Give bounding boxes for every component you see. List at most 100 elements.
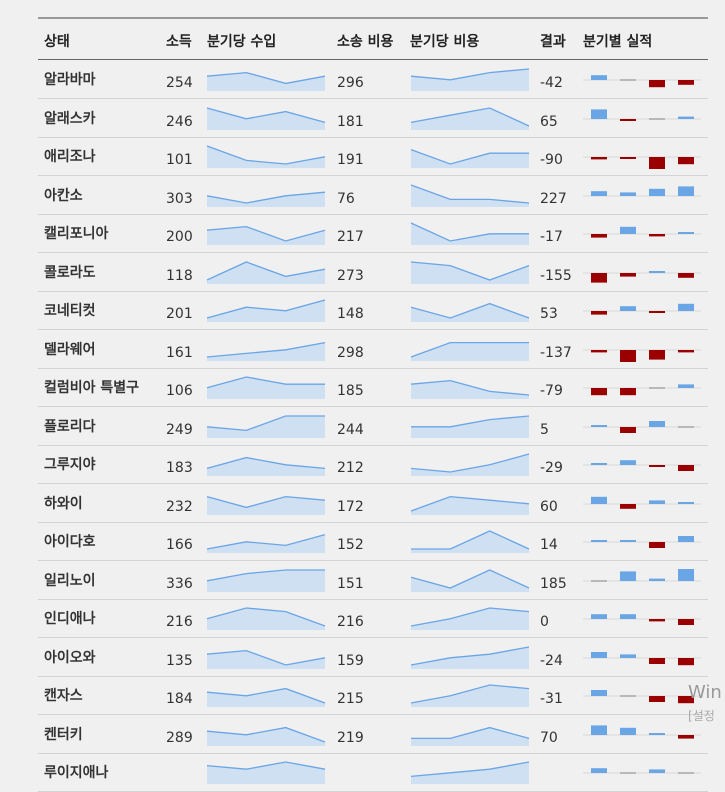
- income-sparkline-line: [206, 649, 326, 666]
- income-sparkline-area: [207, 457, 325, 476]
- cost-sparkline: [410, 260, 530, 284]
- income-value: 216: [166, 614, 193, 630]
- cost-value: 191: [337, 152, 364, 168]
- income-sparkline-line: [206, 607, 326, 627]
- header-litigation-cost: 소송 비용: [337, 34, 394, 50]
- income-sparkline-line: [206, 568, 325, 581]
- result-value: 0: [540, 614, 549, 630]
- income-value: 303: [166, 190, 193, 207]
- income-sparkline-area: [207, 727, 325, 746]
- cost-sparkline-line: [410, 222, 529, 242]
- cost-sparkline-area: [411, 69, 529, 91]
- table-row: 플로리다 249 244 5: [38, 407, 708, 446]
- performance-bars-bar-q2: [620, 695, 636, 697]
- performance-bars-bar-q1: [591, 272, 607, 283]
- cost-value: 212: [337, 460, 364, 476]
- cost-sparkline: [410, 453, 530, 476]
- income-value: 118: [166, 267, 193, 284]
- performance-bars-bar-q2: [620, 306, 636, 311]
- income-sparkline-line: [206, 456, 326, 470]
- performance-bars-bar-q1: [591, 463, 607, 465]
- income-value: 135: [166, 652, 193, 669]
- income-sparkline-line: [206, 260, 326, 281]
- performance-bars-bar-q1: [591, 614, 607, 619]
- income-sparkline-line: [206, 225, 326, 242]
- performance-bars-bar-q1: [591, 234, 607, 238]
- cost-sparkline-line: [410, 453, 530, 473]
- performance-bars: [583, 420, 701, 433]
- performance-bars-bar-q1: [591, 690, 607, 696]
- state-name: 인디애나: [44, 611, 96, 627]
- performance-bars-bar-q1: [591, 540, 607, 542]
- performance-bars-bar-q3: [649, 117, 665, 120]
- performance-bars-bar-q2: [620, 388, 636, 396]
- performance-bars-bar-q2: [620, 570, 636, 581]
- performance-bars: [583, 724, 701, 739]
- state-name: 루이지애나: [44, 765, 109, 781]
- income-value: 184: [166, 691, 193, 707]
- cost-sparkline: [410, 222, 529, 245]
- performance-bars-bar-q4: [678, 80, 694, 85]
- header-quarterly-performance: 분기별 실적: [583, 34, 653, 50]
- result-value: 60: [540, 498, 558, 515]
- state-name: 캔자스: [44, 688, 83, 704]
- performance-bars-bar-q3: [649, 578, 665, 581]
- cost-sparkline-line: [410, 684, 530, 704]
- performance-bars-bar-q1: [591, 75, 607, 80]
- performance-bars-bar-q4: [678, 232, 694, 234]
- cost-value: 148: [337, 306, 364, 322]
- cost-sparkline-line: [410, 260, 530, 281]
- performance-bars: [583, 75, 701, 88]
- performance-bars: [583, 303, 701, 315]
- cost-value: 298: [337, 344, 364, 361]
- performance-bars-bar-q4: [678, 568, 694, 581]
- performance-bars-bar-q3: [649, 311, 665, 313]
- performance-bars: [583, 496, 701, 509]
- cost-sparkline: [410, 761, 530, 784]
- performance-bars-bar-q3: [649, 157, 665, 169]
- income-sparkline: [206, 568, 325, 592]
- table-row: 켄터키 289 219 70: [38, 715, 708, 754]
- watermark-line1: Win: [688, 682, 722, 703]
- income-sparkline-line: [206, 71, 326, 85]
- income-value: 254: [166, 75, 193, 91]
- performance-bars: [583, 384, 701, 396]
- cost-sparkline: [410, 568, 530, 592]
- income-value: 246: [166, 113, 193, 130]
- performance-bars-bar-q4: [678, 734, 694, 739]
- cost-value: 244: [337, 421, 364, 438]
- income-sparkline-line: [206, 145, 326, 165]
- performance-bars-bar-q3: [649, 387, 665, 389]
- cost-sparkline-area: [411, 569, 529, 592]
- income-sparkline: [206, 260, 326, 284]
- performance-bars-bar-q2: [620, 727, 636, 735]
- performance-bars: [583, 536, 701, 548]
- performance-bars: [583, 614, 701, 625]
- performance-bars-bar-q3: [649, 732, 665, 735]
- cost-value: 181: [337, 113, 364, 130]
- cost-sparkline-area: [411, 380, 529, 399]
- table-row: 캔자스 184 215 -31: [38, 676, 708, 715]
- cost-value: 185: [337, 383, 364, 399]
- cost-sparkline-line: [411, 530, 530, 550]
- cost-sparkline-line: [410, 302, 530, 319]
- income-sparkline: [206, 687, 326, 707]
- performance-bars-bar-q1: [591, 157, 607, 160]
- performance-bars-bar-q1: [591, 108, 607, 119]
- cost-sparkline-line: [410, 183, 530, 204]
- result-value: 14: [540, 537, 558, 553]
- performance-bars: [583, 156, 701, 169]
- cost-sparkline-area: [411, 531, 529, 553]
- performance-bars-bar-q4: [678, 772, 694, 774]
- performance-bars-bar-q1: [591, 388, 607, 396]
- income-sparkline-area: [207, 496, 325, 515]
- cost-value: 296: [337, 75, 364, 91]
- income-sparkline-area: [207, 688, 325, 707]
- result-value: 5: [540, 421, 549, 438]
- header-income-quarterly: 분기당 수입: [207, 34, 277, 50]
- income-sparkline: [206, 106, 326, 130]
- income-sparkline: [206, 456, 326, 476]
- performance-bars-bar-q4: [678, 501, 694, 504]
- result-value: -29: [540, 460, 563, 476]
- performance-bars-bar-q3: [649, 188, 665, 196]
